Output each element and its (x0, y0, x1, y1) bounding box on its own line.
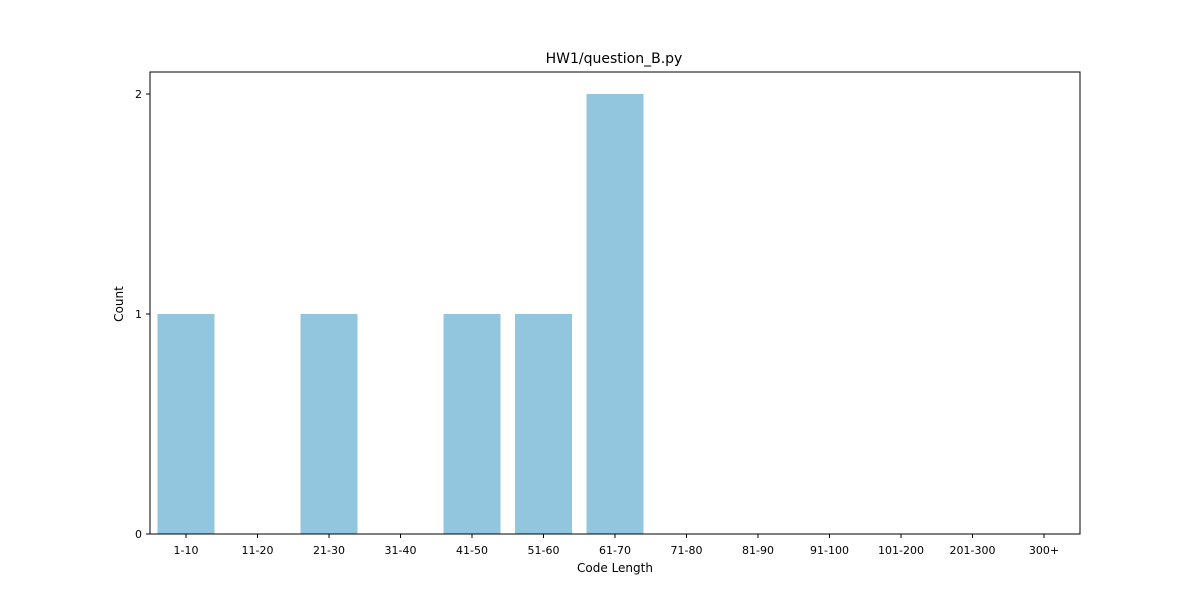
y-axis: 0 1 2 (135, 88, 150, 541)
x-tick-label: 81-90 (742, 544, 774, 557)
x-tick-label: 11-20 (242, 544, 274, 557)
x-tick-label: 71-80 (671, 544, 703, 557)
x-tick-label: 101-200 (878, 544, 924, 557)
x-tick-label: 300+ (1029, 544, 1059, 557)
bar-61-70 (586, 94, 644, 534)
bar-41-50 (443, 314, 501, 534)
y-tick-label: 1 (135, 308, 142, 321)
y-tick-label: 0 (135, 528, 142, 541)
bars-layer (157, 94, 644, 534)
x-tick-label: 41-50 (456, 544, 488, 557)
x-tick-label: 1-10 (174, 544, 199, 557)
y-tick-label: 2 (135, 88, 142, 101)
x-tick-label: 51-60 (528, 544, 560, 557)
bar-51-60 (515, 314, 572, 534)
x-axis-label: Code Length (577, 561, 653, 575)
x-tick-label: 91-100 (810, 544, 849, 557)
x-tick-label: 31-40 (385, 544, 417, 557)
y-axis-label: Count (112, 286, 126, 322)
x-tick-label: 61-70 (599, 544, 631, 557)
bar-1-10 (157, 314, 215, 534)
x-tick-label: 201-300 (950, 544, 996, 557)
x-tick-label: 21-30 (313, 544, 345, 557)
bar-21-30 (300, 314, 358, 534)
x-axis: 1-10 11-20 21-30 31-40 41-50 51-60 61-70 71-80 8… (174, 534, 1059, 557)
chart-title: HW1/question_B.py (546, 51, 683, 67)
